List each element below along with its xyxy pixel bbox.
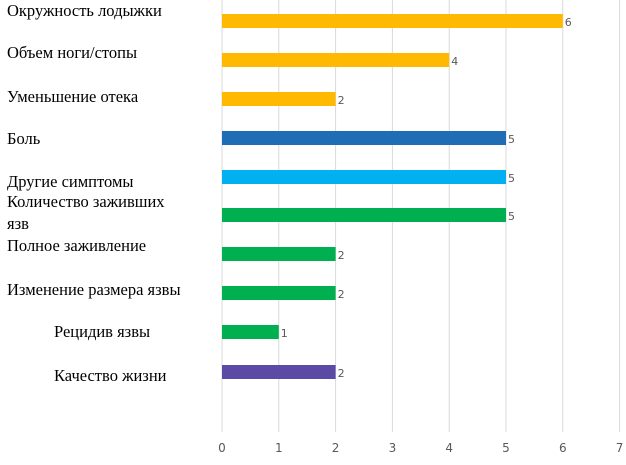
x-tick-label: 4 xyxy=(445,441,453,455)
x-tick-label: 6 xyxy=(559,441,567,455)
category-label: Объем ноги/стопы xyxy=(7,43,137,62)
data-label: 2 xyxy=(338,249,345,262)
category-label: Изменение размера язвы xyxy=(7,280,181,299)
x-tick-label: 5 xyxy=(502,441,510,455)
bar xyxy=(222,53,450,67)
data-label: 2 xyxy=(338,94,345,107)
data-label: 5 xyxy=(508,210,515,223)
bar xyxy=(222,170,506,184)
category-label: Окружность лодыжки xyxy=(7,1,162,20)
x-tick-label: 2 xyxy=(332,441,340,455)
bar xyxy=(222,14,563,28)
x-tick-label: 1 xyxy=(275,441,283,455)
x-tick-label: 7 xyxy=(616,441,624,455)
category-label: Полное заживление xyxy=(7,236,146,255)
bar xyxy=(222,365,336,379)
data-label: 4 xyxy=(451,55,458,68)
category-label: Количество заживших язв xyxy=(7,192,165,233)
x-tick-label: 3 xyxy=(389,441,397,455)
bar xyxy=(222,325,279,339)
data-label: 1 xyxy=(281,327,288,340)
bar xyxy=(222,208,506,222)
category-label: Другие симптомы xyxy=(7,172,133,191)
category-label: Рецидив язвы xyxy=(54,322,150,341)
category-label: Качество жизни xyxy=(54,366,167,385)
data-label: 2 xyxy=(338,288,345,301)
bar xyxy=(222,92,336,106)
category-label: Уменьшение отека xyxy=(7,87,139,106)
data-label: 6 xyxy=(565,16,572,29)
data-label: 5 xyxy=(508,133,515,146)
bar xyxy=(222,286,336,300)
bar xyxy=(222,247,336,261)
category-label: Боль xyxy=(7,129,41,148)
x-tick-label: 0 xyxy=(218,441,226,455)
data-label: 2 xyxy=(338,367,345,380)
bar xyxy=(222,131,506,145)
data-label: 5 xyxy=(508,172,515,185)
